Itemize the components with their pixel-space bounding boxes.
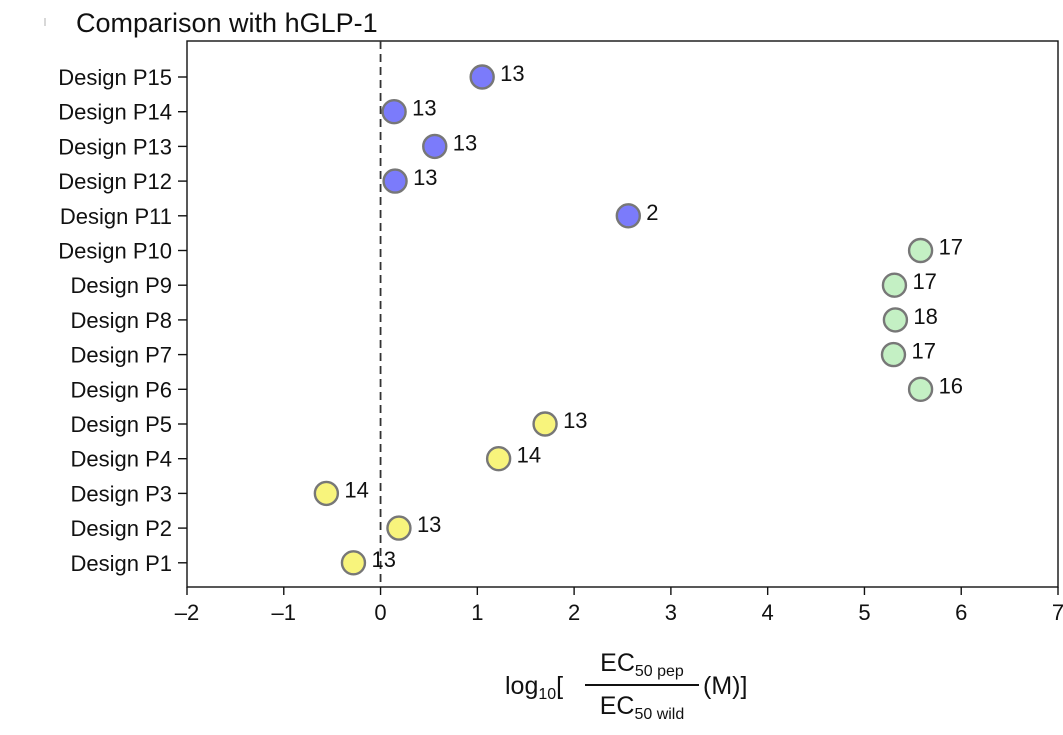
data-point [615,203,642,229]
data-label: 13 [417,512,441,537]
x-tick-label: 1 [471,600,483,625]
data-point [381,98,407,125]
y-tick-label: Design P3 [70,481,172,506]
x-tick-label: 2 [568,600,580,625]
x-tick-label: 4 [762,600,774,625]
data-point [880,341,907,368]
x-tick-label: –1 [272,600,296,625]
x-axis-label-numerator: EC50 pep [600,649,684,680]
plot-frame [186,40,1059,588]
y-tick-label: Design P1 [70,551,172,576]
data-label: 2 [646,200,658,225]
x-tick-label: –2 [175,600,199,625]
x-axis-label-fraction: EC50 pep EC50 wild [585,646,699,724]
x-tick-label: 7 [1052,600,1063,625]
y-tick-label: Design P12 [58,169,172,194]
y-tick-label: Design P7 [70,343,172,368]
x-tick-label: 6 [955,600,967,625]
data-label: 13 [413,165,437,190]
data-point [882,307,909,333]
y-tick-label: Design P4 [70,447,172,472]
title-mark [44,18,46,26]
data-label: 14 [344,477,368,502]
data-label: 13 [500,61,524,86]
data-point [881,272,908,298]
data-point [422,133,448,160]
data-point [907,237,934,264]
y-tick-label: Design P9 [70,273,172,298]
data-label: 14 [517,443,541,468]
data-label: 13 [371,547,395,572]
scatter-chart: –2 –1 0 1 2 3 4 5 6 7 Design P15 Design P14 Design P… [58,40,1063,625]
y-tick-label: Design P5 [70,412,172,437]
y-tick-label: Design P13 [58,134,172,159]
data-label: 17 [912,269,936,294]
y-tick-label: Design P11 [60,204,172,229]
data-label: 13 [412,96,436,121]
y-tick-label: Design P10 [58,239,172,264]
y-tick-label: Design P15 [58,65,172,90]
x-axis-label: log10[ EC50 pep EC50 wild (M)] [505,646,765,730]
data-label: 13 [563,408,587,433]
data-label: 13 [453,130,477,155]
x-tick-label: 0 [374,600,386,625]
x-tick-label: 5 [858,600,870,625]
data-label: 18 [913,304,937,329]
data-label: 17 [939,235,963,260]
data-point [485,446,512,472]
y-tick-label: Design P2 [70,516,172,541]
x-axis-label-unit: (M)] [703,672,748,700]
x-tick-label: 3 [665,600,677,625]
data-point [386,515,412,541]
data-point [469,64,495,90]
chart-axes: –2 –1 0 1 2 3 4 5 6 7 Design P15 Design P14 Design P… [58,40,1063,625]
data-point [907,376,934,402]
y-tick-label: Design P14 [58,100,172,125]
x-axis-label-log: log10[ [505,672,564,703]
data-point [340,550,367,576]
data-point [313,480,340,507]
x-axis-label-denominator: EC50 wild [599,692,685,723]
y-tick-label: Design P6 [70,377,172,402]
data-point [382,168,408,194]
data-label: 17 [911,339,935,364]
y-tick-label: Design P8 [70,308,172,333]
fraction-bar [585,684,699,686]
data-label: 16 [939,373,963,398]
data-point [532,411,558,437]
chart-title: Comparison with hGLP-1 [76,8,378,38]
